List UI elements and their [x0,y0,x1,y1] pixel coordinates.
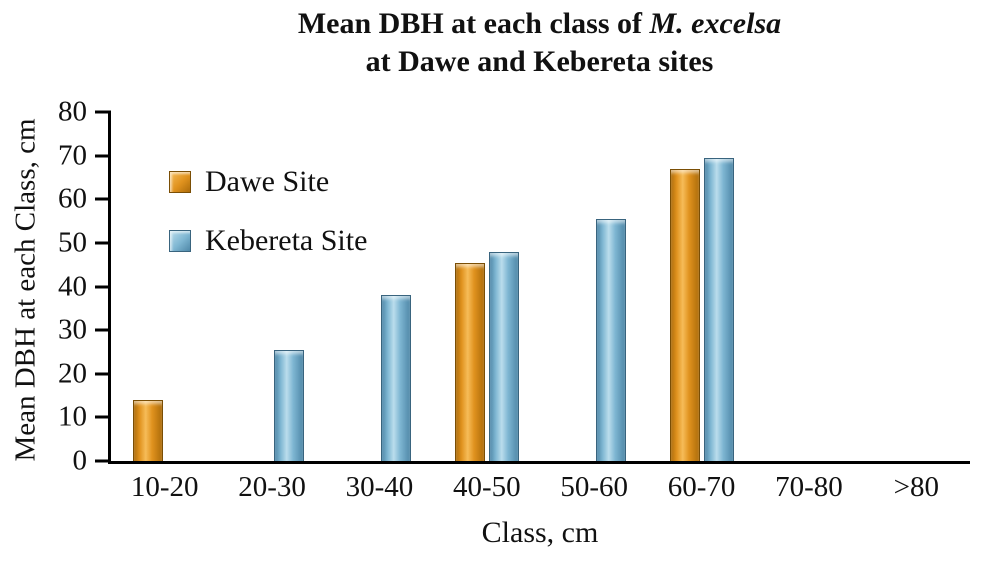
chart-title-species: M. excelsa [649,7,782,40]
kebereta-site-bar [381,295,412,461]
chart-title: Mean DBH at each class of M. excelsa at … [96,5,983,81]
x-axis-label: 70-80 [775,471,843,503]
legend-marker-dawe [169,171,191,193]
x-axis-label: 20-30 [238,471,306,503]
y-axis-tick-label: 80 [58,95,87,128]
x-axis-label: 50-60 [560,471,629,503]
kebereta-site-bar [488,251,519,461]
chart-title-line2: at Dawe and Kebereta sites [365,45,714,78]
kebereta-site-bar [274,349,305,461]
legend: Dawe Site Kebereta Site [169,164,367,282]
kebereta-site-bar [596,218,627,461]
kebereta-site-bar [703,157,734,461]
x-axis-label: 60-70 [667,471,736,503]
y-axis-tick-label: 10 [58,400,87,433]
legend-entry-kebereta: Kebereta Site [169,223,367,259]
y-axis-tick [95,197,111,201]
y-axis-tick-label: 70 [58,139,87,172]
x-axis-title: Class, cm [481,516,599,549]
chart-title-line1: Mean DBH at each class of M. excelsa [96,5,983,43]
y-axis-tick-label: 40 [58,270,87,302]
y-axis-tick [95,110,111,114]
y-axis-tick-label: 20 [58,357,87,390]
dawe-site-bar [669,168,700,461]
y-axis-tick [95,154,111,158]
dawe-site-bar [132,399,163,461]
y-axis-tick-label: 60 [58,182,87,215]
x-axis-label: 40-50 [452,471,521,503]
x-axis-label: 10-20 [130,471,199,503]
y-axis-title: Mean DBH at each Class, cm [9,118,42,462]
legend-label-kebereta: Kebereta Site [205,224,368,257]
legend-entry-dawe: Dawe Site [169,164,367,200]
y-axis-tick [95,415,111,419]
dawe-site-bar [454,262,485,461]
y-axis-tick-label: 30 [58,313,87,346]
y-axis-tick-label: 50 [58,226,87,259]
plot-area: Dawe Site Kebereta Site 0 10 20 30 40 50 60 70 8… [58,96,970,503]
legend-label-dawe: Dawe Site [205,165,330,198]
x-axis-label: >80 [893,471,939,503]
legend-marker-kebereta [169,230,191,252]
chart-title-prefix: Mean DBH at each class of [297,7,650,40]
y-axis-tick [95,285,111,288]
y-axis-tick-label: 0 [72,444,88,477]
x-axis-label: 30-40 [345,471,414,503]
y-axis-tick [95,459,111,463]
y-axis-tick [95,372,111,376]
y-axis-tick [95,241,111,245]
y-axis-tick [95,328,111,332]
